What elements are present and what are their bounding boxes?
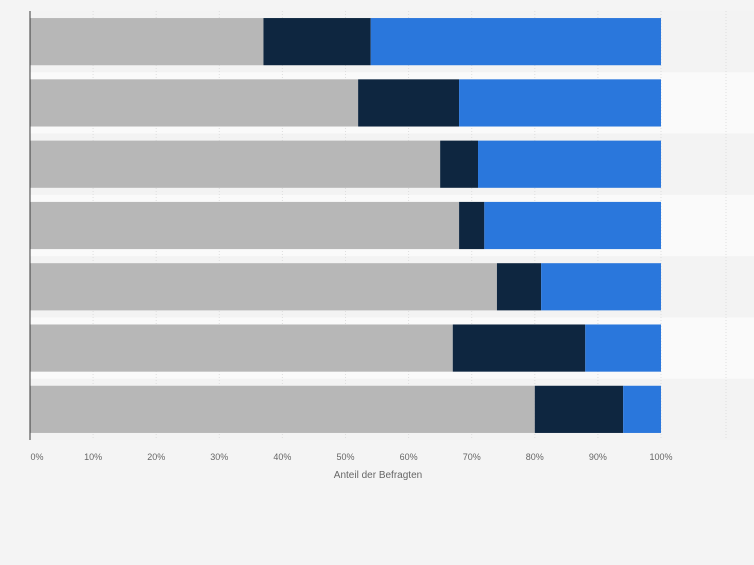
- bar-segment-series-2: [452, 324, 586, 372]
- x-tick-label: 40%: [273, 452, 291, 462]
- bar-segment-series-1: [30, 385, 535, 433]
- x-tick-label: 20%: [147, 452, 165, 462]
- bar-segment-series-2: [440, 140, 479, 188]
- bar-segment-series-2: [459, 201, 485, 250]
- bar-segment-series-2: [534, 385, 624, 433]
- bar-segment-series-1: [30, 140, 441, 188]
- x-tick-label: 0%: [30, 452, 43, 462]
- bars: [30, 18, 661, 433]
- bar-segment-series-3: [541, 263, 661, 311]
- bar-segment-series-3: [585, 324, 661, 372]
- bar-segment-series-2: [263, 18, 371, 66]
- x-tick-labels: 0% 10% 20% 30% 40% 50% 60% 70% 80% 90% 100%: [30, 452, 672, 462]
- bar-segment-series-3: [623, 385, 661, 433]
- bar-segment-series-1: [30, 18, 264, 66]
- x-tick-label: 30%: [210, 452, 228, 462]
- bar-segment-series-1: [30, 79, 359, 127]
- bar-segment-series-2: [358, 79, 460, 127]
- x-axis-title: Anteil der Befragten: [334, 470, 422, 481]
- bar-segment-series-3: [370, 18, 661, 66]
- bar-segment-series-1: [30, 201, 460, 250]
- bar-segment-series-2: [496, 263, 542, 311]
- x-tick-label: 80%: [526, 452, 544, 462]
- bar-segment-series-3: [484, 201, 661, 250]
- x-tick-label: 100%: [649, 452, 672, 462]
- x-tick-label: 60%: [400, 452, 418, 462]
- x-tick-label: 90%: [589, 452, 607, 462]
- bar-segment-series-1: [30, 324, 453, 372]
- bar-segment-series-3: [478, 140, 661, 188]
- x-tick-label: 50%: [336, 452, 354, 462]
- x-tick-label: 70%: [463, 452, 481, 462]
- bar-segment-series-1: [30, 263, 497, 311]
- bar-segment-series-3: [459, 79, 661, 127]
- x-tick-label: 10%: [84, 452, 102, 462]
